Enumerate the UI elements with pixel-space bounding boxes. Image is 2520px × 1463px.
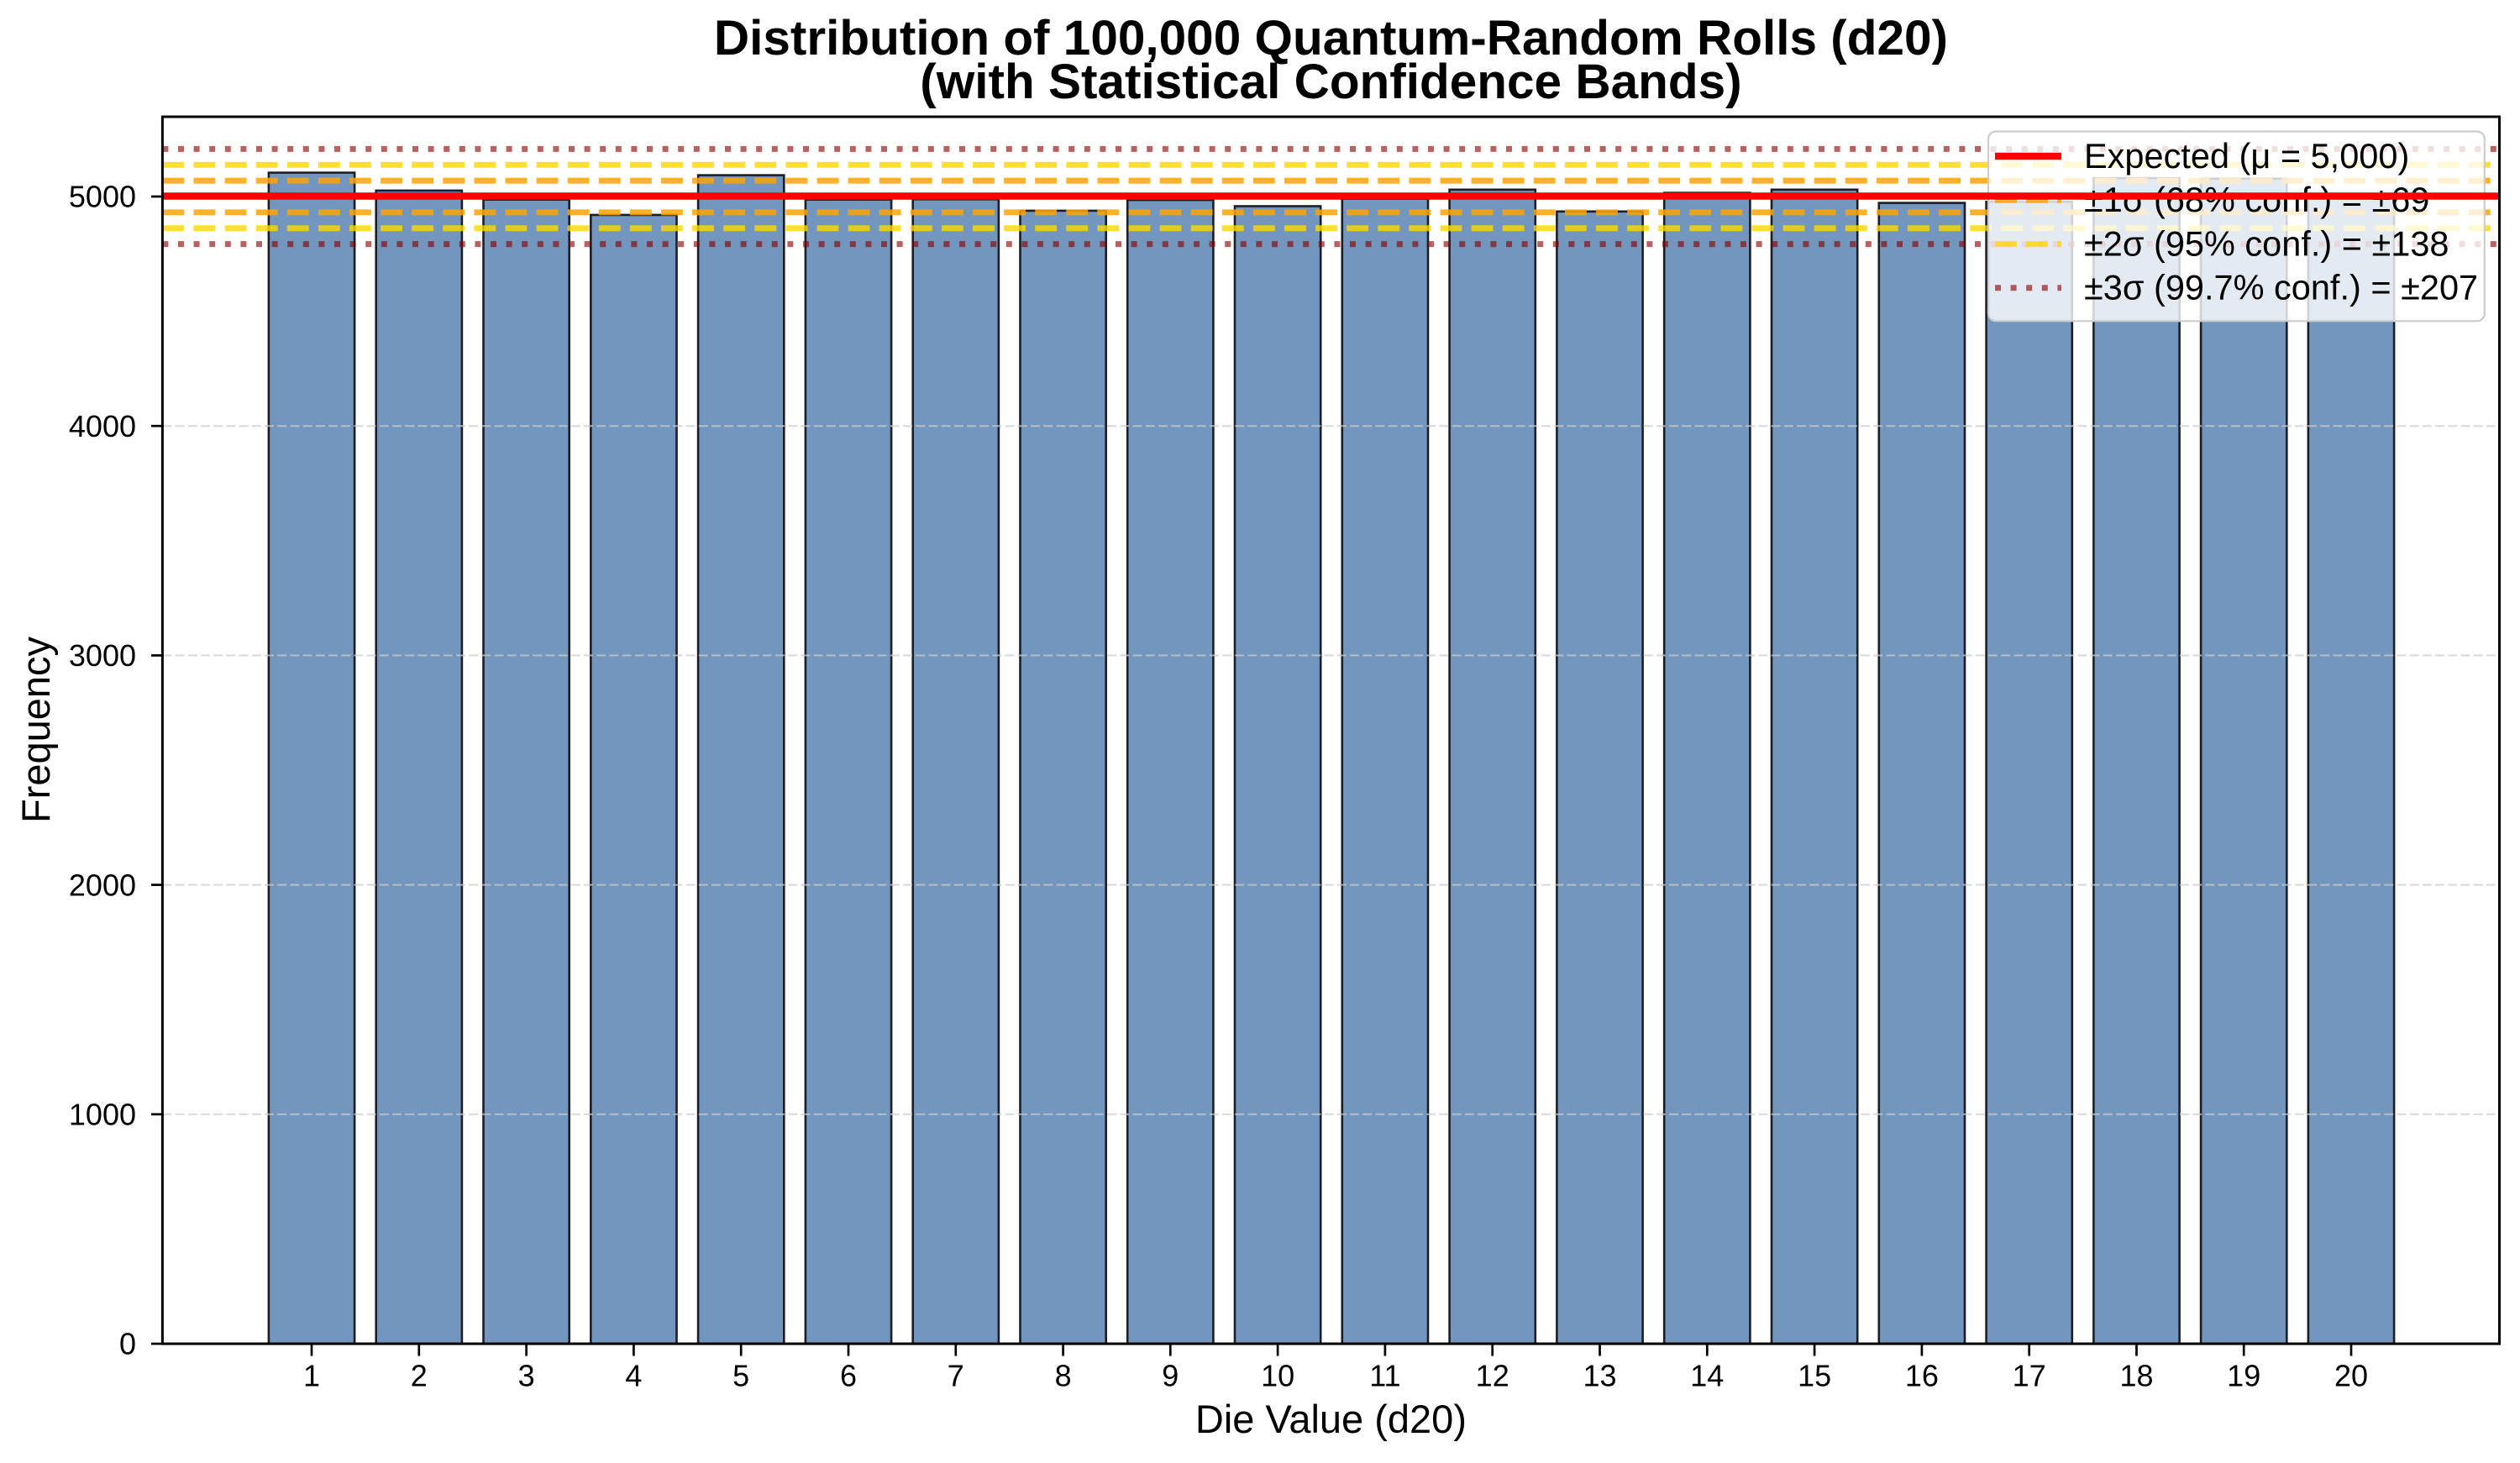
svg-text:4: 4 [625,1359,642,1393]
svg-text:Distribution of 100,000 Quantu: Distribution of 100,000 Quantum-Random R… [714,11,1948,66]
svg-text:3: 3 [518,1359,535,1393]
svg-text:Expected (μ = 5,000): Expected (μ = 5,000) [2084,136,2409,176]
svg-text:±2σ (95% conf.) = ±138: ±2σ (95% conf.) = ±138 [2084,223,2449,263]
svg-text:2: 2 [411,1359,428,1393]
svg-text:20: 20 [2334,1359,2368,1393]
svg-text:14: 14 [1690,1359,1724,1393]
svg-text:5000: 5000 [69,180,136,214]
svg-text:2000: 2000 [69,868,136,902]
svg-text:1: 1 [303,1359,320,1393]
svg-text:Die Value (d20): Die Value (d20) [1195,1397,1467,1441]
svg-text:17: 17 [2013,1359,2046,1393]
svg-text:12: 12 [1476,1359,1509,1393]
svg-text:16: 16 [1905,1359,1939,1393]
svg-text:5: 5 [732,1359,749,1393]
svg-text:1000: 1000 [69,1098,136,1132]
svg-text:15: 15 [1798,1359,1831,1393]
svg-text:19: 19 [2227,1359,2260,1393]
svg-text:10: 10 [1261,1359,1294,1393]
svg-text:±3σ (99.7% conf.) = ±207: ±3σ (99.7% conf.) = ±207 [2084,268,2478,307]
svg-text:Frequency: Frequency [13,636,58,823]
svg-text:18: 18 [2119,1359,2153,1393]
svg-text:11: 11 [1369,1359,1400,1393]
svg-text:13: 13 [1583,1359,1616,1393]
svg-text:±1σ (68% conf.) = ±69: ±1σ (68% conf.) = ±69 [2084,180,2429,219]
svg-text:7: 7 [948,1359,964,1393]
svg-text:0: 0 [119,1327,136,1361]
svg-text:6: 6 [840,1359,857,1393]
svg-text:3000: 3000 [69,638,136,673]
svg-text:9: 9 [1162,1359,1179,1393]
svg-text:8: 8 [1055,1359,1072,1393]
svg-text:4000: 4000 [69,409,136,443]
svg-text:(with Statistical Confidence B: (with Statistical Confidence Bands) [920,55,1741,109]
